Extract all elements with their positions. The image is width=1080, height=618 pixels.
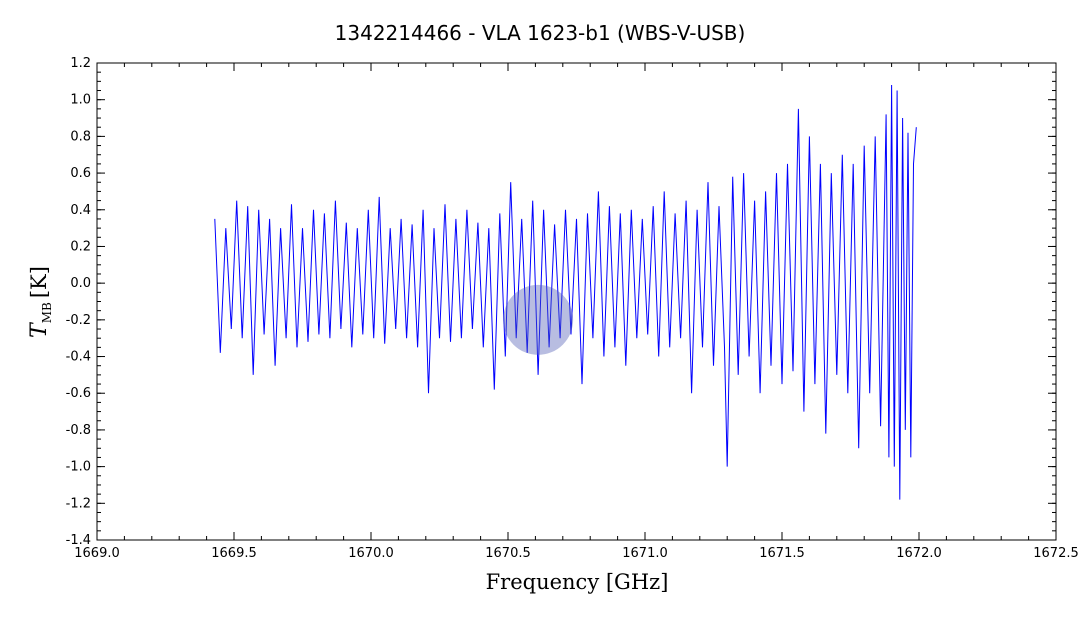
x-axis: 1669.0 1669.5 1670.0 1670.5 1671.0 1671.5 1672… xyxy=(74,63,1079,561)
y-tick-label: -0.8 xyxy=(66,423,91,438)
y-tick-label: -1.4 xyxy=(66,533,91,548)
y-axis-label-symbol: T xyxy=(27,321,52,338)
series-layer xyxy=(214,84,917,500)
y-tick-label: -0.2 xyxy=(66,313,91,328)
chart-title: 1342214466 - VLA 1623-b1 (WBS-V-USB) xyxy=(335,21,746,45)
x-tick-label: 1671.0 xyxy=(622,546,668,561)
x-tick-label: 1670.5 xyxy=(485,546,531,561)
y-tick-label: 0.2 xyxy=(70,239,91,254)
y-tick-label: -0.6 xyxy=(66,386,91,401)
y-tick-label: 1.2 xyxy=(70,56,91,71)
y-tick-label: -1.2 xyxy=(66,496,91,511)
x-tick-label: 1672.5 xyxy=(1033,546,1079,561)
x-tick-label: 1672.0 xyxy=(896,546,942,561)
y-tick-label: 0.0 xyxy=(70,276,91,291)
spectrum-line xyxy=(214,84,917,500)
y-axis: -1.4 -1.2 -1.0 -0.8 -0.6 -0.4 -0.2 0.0 0.2 0.4 0.6… xyxy=(66,56,1056,548)
y-axis-label: TMB [K] xyxy=(27,266,54,338)
y-axis-label-subscript: MB xyxy=(40,302,54,323)
x-tick-label: 1669.5 xyxy=(211,546,257,561)
x-tick-label: 1669.0 xyxy=(74,546,120,561)
x-tick-label: 1670.0 xyxy=(348,546,394,561)
y-tick-label: -0.4 xyxy=(66,350,91,365)
y-axis-label-unit: [K] xyxy=(27,266,51,298)
y-tick-label: 0.4 xyxy=(70,203,91,218)
highlight-marker xyxy=(503,284,574,355)
y-tick-label: -1.0 xyxy=(66,460,91,475)
y-tick-label: 1.0 xyxy=(70,93,91,108)
x-tick-label: 1671.5 xyxy=(759,546,805,561)
y-tick-label: 0.6 xyxy=(70,166,91,181)
x-axis-label: Frequency [GHz] xyxy=(486,570,669,594)
y-tick-label: 0.8 xyxy=(70,129,91,144)
